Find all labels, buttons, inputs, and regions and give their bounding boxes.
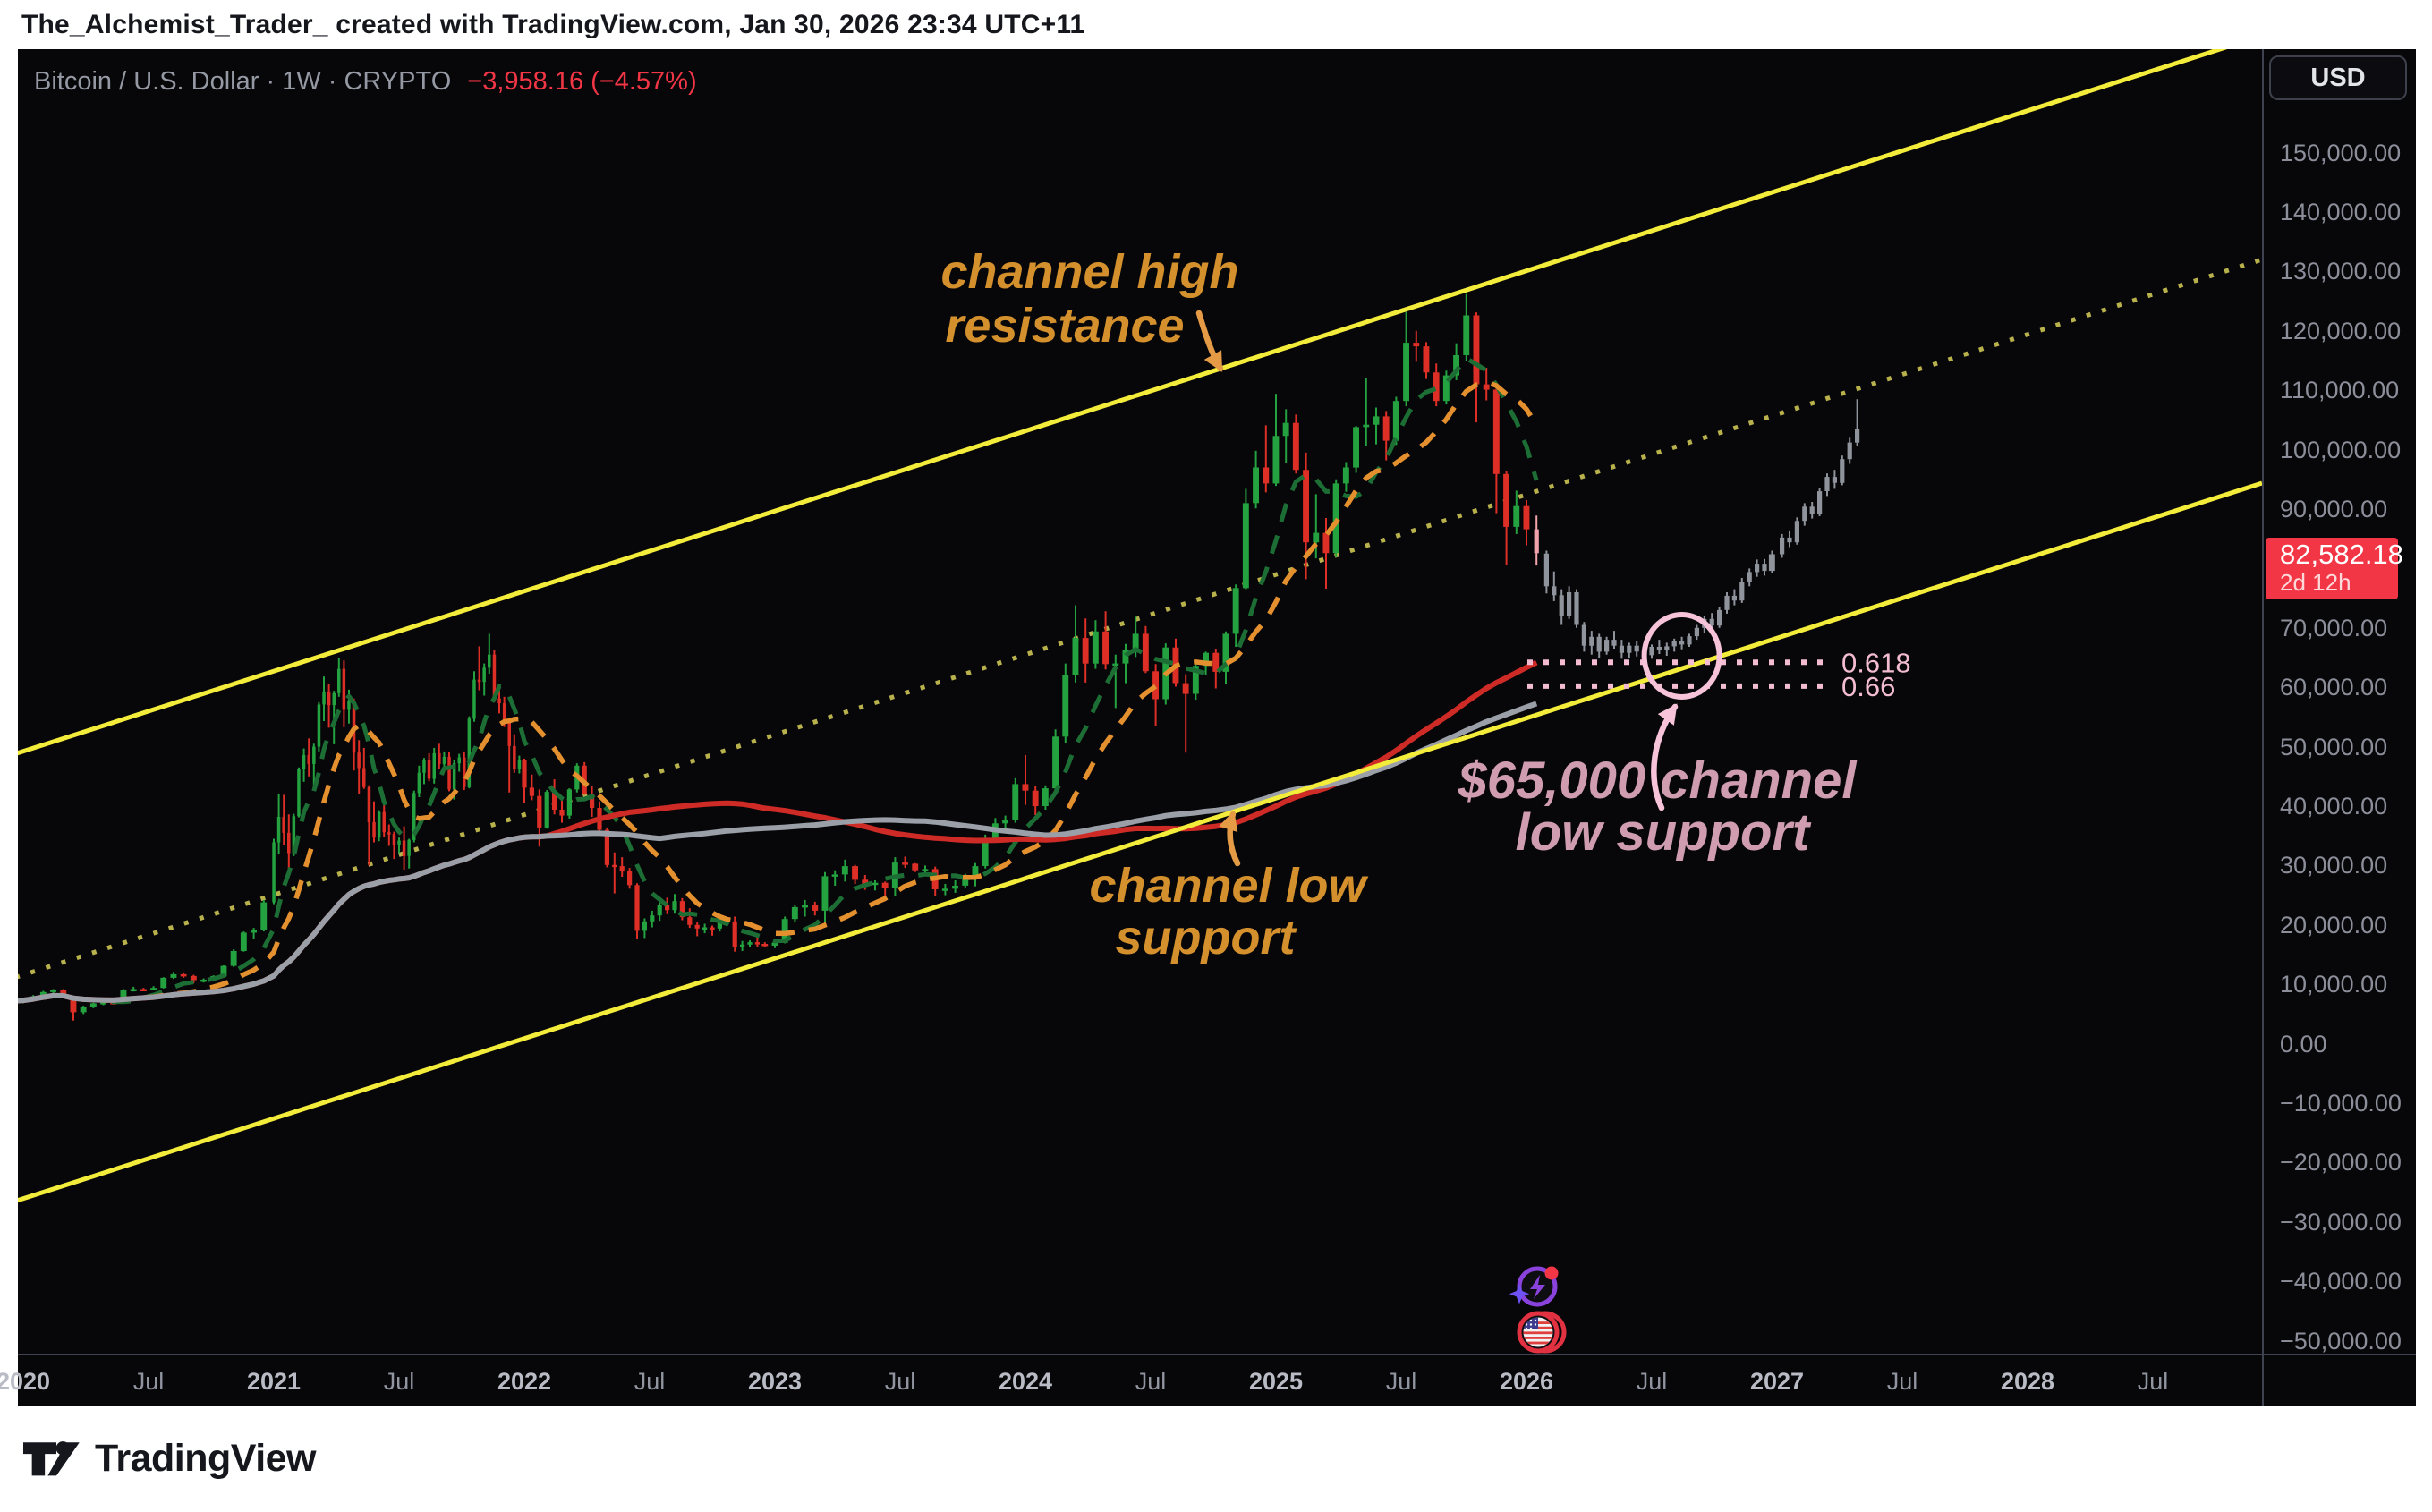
time-tick-label: 2023 xyxy=(747,1368,803,1395)
price-tick-label: 110,000.00 xyxy=(2280,377,2400,403)
price-tick-label: −10,000.00 xyxy=(2280,1090,2402,1117)
channel-low-label: channel low xyxy=(1089,859,1368,913)
time-tick-label: 2026 xyxy=(1499,1368,1554,1395)
currency-button[interactable]: USD xyxy=(2269,55,2407,100)
support-callout-label: $65,000 channel xyxy=(1458,752,1858,810)
price-tick-label: 60,000.00 xyxy=(2280,674,2388,701)
us-flag-event-icon[interactable] xyxy=(1517,1311,1567,1354)
price-tick-label: 40,000.00 xyxy=(2280,793,2388,820)
price-change: −3,958.16 (−4.57%) xyxy=(467,67,697,96)
price-tick-label: 30,000.00 xyxy=(2280,852,2388,879)
time-tick-label: 2022 xyxy=(497,1368,552,1395)
channel-high-label: resistance xyxy=(945,299,1184,353)
time-tick-label: Jul xyxy=(1886,1368,1918,1395)
price-axis[interactable]: USD 82,582.18 2d 12h 150,000.00 140,000.0… xyxy=(2262,49,2416,1406)
time-axis[interactable]: 2020 Jul 2021 Jul 2022 Jul 2023 Jul 2024 Jul 2025 J… xyxy=(0,1354,2416,1406)
time-tick-label: 2028 xyxy=(2000,1368,2055,1395)
last-price: 82,582.18 xyxy=(2280,539,2403,570)
price-tick-label: −50,000.00 xyxy=(2280,1328,2402,1355)
price-tick-label: 90,000.00 xyxy=(2280,496,2388,522)
price-tick-label: 20,000.00 xyxy=(2280,912,2388,939)
fib-level-label: 0.618 xyxy=(1841,647,1911,678)
tradingview-logo-icon xyxy=(23,1441,80,1476)
price-tick-label: −30,000.00 xyxy=(2280,1209,2402,1236)
time-tick-label: Jul xyxy=(383,1368,415,1395)
price-tick-label: 0.00 xyxy=(2280,1031,2327,1058)
footer: TradingView xyxy=(0,1406,2432,1512)
tradingview-logo[interactable]: TradingView xyxy=(23,1436,317,1481)
slowest-sma-gray xyxy=(18,701,1538,1004)
price-tick-label: 130,000.00 xyxy=(2280,258,2402,285)
price-tick-label: 150,000.00 xyxy=(2280,140,2402,166)
price-tick-label: 100,000.00 xyxy=(2280,437,2402,463)
time-tick-label: 2025 xyxy=(1248,1368,1304,1395)
time-tick-label: 2021 xyxy=(246,1368,302,1395)
projected-candles-series xyxy=(1543,399,1860,660)
price-tick-label: 140,000.00 xyxy=(2280,199,2402,225)
time-tick-label: 2020 xyxy=(0,1368,51,1395)
price-tick-label: 50,000.00 xyxy=(2280,734,2388,760)
channel-high-label: channel high xyxy=(940,245,1238,299)
time-tick-label: 2027 xyxy=(1749,1368,1805,1395)
time-tick-label: Jul xyxy=(634,1368,666,1395)
symbol-header: Bitcoin / U.S. Dollar · 1W · CRYPTO −3,95… xyxy=(34,67,697,97)
time-tick-label: Jul xyxy=(1385,1368,1417,1395)
time-tick-label: 2024 xyxy=(998,1368,1053,1395)
channel-high-line xyxy=(18,49,2228,756)
ai-spark-event-icon[interactable] xyxy=(1509,1266,1559,1307)
support-arrow xyxy=(1219,810,1241,867)
support-circle-drawing xyxy=(1641,612,1722,700)
tradingview-wordmark: TradingView xyxy=(95,1436,317,1480)
attribution-title: The_Alchemist_Trader_ created with Tradi… xyxy=(21,9,1085,39)
time-tick-label: Jul xyxy=(884,1368,916,1395)
last-price-badge: 82,582.18 2d 12h xyxy=(2266,538,2403,599)
chart-area[interactable]: 0.618 0.66 channel high resistance channel l… xyxy=(0,49,2416,1406)
fib-level-label: 0.66 xyxy=(1841,671,1895,702)
mid-sma-dashed-orange xyxy=(18,379,1539,1004)
price-tick-label: −40,000.00 xyxy=(2280,1268,2402,1295)
price-tick-label: −20,000.00 xyxy=(2280,1149,2402,1176)
pink-arrow xyxy=(1651,703,1679,811)
time-tick-label: Jul xyxy=(1636,1368,1668,1395)
price-tick-label: 70,000.00 xyxy=(2280,615,2388,641)
channel-low-line xyxy=(18,480,2262,1203)
price-tick-label: 120,000.00 xyxy=(2280,318,2402,344)
symbol-title: Bitcoin / U.S. Dollar · 1W · CRYPTO xyxy=(34,67,452,96)
price-tick-label: 10,000.00 xyxy=(2280,971,2388,998)
bar-countdown: 2d 12h xyxy=(2280,569,2351,596)
time-tick-label: Jul xyxy=(2137,1368,2169,1395)
resistance-arrow xyxy=(1195,310,1224,372)
channel-low-label: support xyxy=(1116,911,1297,964)
time-tick-label: Jul xyxy=(1135,1368,1167,1395)
support-callout-label: low support xyxy=(1516,803,1812,862)
top-bar: The_Alchemist_Trader_ created with Tradi… xyxy=(0,0,2432,49)
time-tick-label: Jul xyxy=(132,1368,165,1395)
